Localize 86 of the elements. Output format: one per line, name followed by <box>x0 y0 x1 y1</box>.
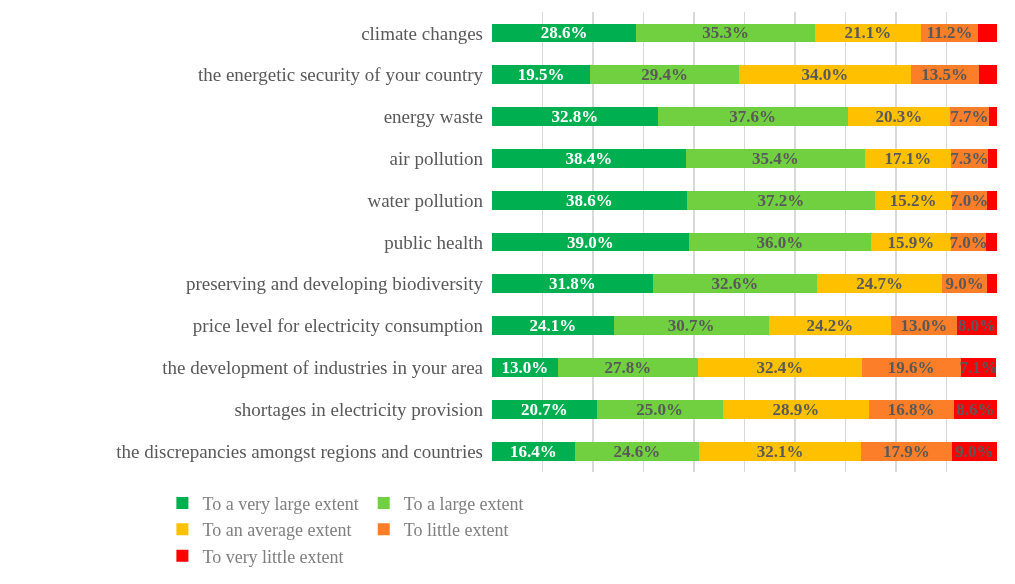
bar <box>492 274 653 294</box>
data-label: 19.5% <box>517 65 565 85</box>
data-label: 36.0% <box>756 232 804 252</box>
legend-label: To little extent <box>403 520 509 541</box>
data-label: 24.1% <box>529 316 577 336</box>
data-label: 16.8% <box>887 399 935 419</box>
data-label: 25.0% <box>636 399 684 419</box>
legend-label: To an average extent <box>202 520 352 541</box>
bar <box>613 316 769 336</box>
y-tick-label: the energetic security of your country <box>197 64 484 86</box>
y-tick-label: water pollution <box>367 189 484 211</box>
data-label: 20.7% <box>520 399 568 419</box>
data-label: 20.3% <box>875 107 923 127</box>
data-label: 8.0% <box>957 316 996 336</box>
bar <box>492 190 687 210</box>
data-label: 11.2% <box>926 23 973 43</box>
bar <box>817 274 942 294</box>
y-tick-label: price level for electricity consumption <box>192 315 484 337</box>
data-label: 35.3% <box>702 23 749 43</box>
data-label: 32.6% <box>711 274 759 294</box>
y-tick-label: public health <box>384 231 484 253</box>
data-label: 13.5% <box>921 65 969 85</box>
data-label: 7.0% <box>949 232 988 252</box>
y-tick-label: energy waste <box>383 106 483 128</box>
bar <box>492 148 686 168</box>
bar <box>987 148 997 168</box>
data-label: 35.4% <box>751 148 799 168</box>
data-label: 29.4% <box>641 65 689 85</box>
data-label: 37.6% <box>729 107 776 127</box>
bar <box>986 232 997 252</box>
data-label: 30.7% <box>667 316 715 336</box>
data-label: 15.9% <box>887 232 935 252</box>
data-label: 8.6% <box>956 399 995 419</box>
data-label: 37.2% <box>757 190 805 210</box>
data-label: 15.2% <box>889 190 937 210</box>
data-label: 32.4% <box>756 357 804 377</box>
data-label: 17.9% <box>882 441 930 461</box>
data-label: 31.8% <box>548 274 596 294</box>
data-label: 39.0% <box>567 232 614 252</box>
data-label: 28.6% <box>540 23 588 43</box>
bar <box>652 274 818 294</box>
data-label: 13.0% <box>501 357 549 377</box>
legend-label: To a very large extent <box>202 493 359 514</box>
y-tick-label: air pollution <box>389 148 484 170</box>
y-tick-label: shortages in electricity provision <box>234 398 484 420</box>
bar <box>977 23 997 43</box>
legend-label: To a large extent <box>403 493 524 514</box>
y-tick-label: the development of industries in your area <box>162 357 484 379</box>
y-tick-label: the discrepancies amongst regions and countries <box>116 440 483 462</box>
data-label: 13.0% <box>900 316 948 336</box>
bar <box>492 107 658 126</box>
bar <box>685 148 865 168</box>
data-label: 28.9% <box>772 399 820 419</box>
data-label: 34.0% <box>801 65 849 85</box>
data-label: 9.0% <box>945 274 984 294</box>
data-label: 27.8% <box>604 357 652 377</box>
data-label: 24.2% <box>806 316 854 336</box>
data-label: 32.8% <box>551 107 599 127</box>
data-label: 7.0% <box>950 190 989 210</box>
data-label: 38.4% <box>565 148 613 168</box>
data-label: 7.3% <box>950 148 989 168</box>
bar <box>986 190 997 210</box>
data-label: 24.6% <box>613 441 661 461</box>
data-label: 24.7% <box>856 274 903 294</box>
data-label: 7.7% <box>950 107 989 127</box>
bar <box>590 65 739 85</box>
bar <box>686 190 875 210</box>
bar <box>978 65 997 85</box>
bar <box>738 65 911 85</box>
data-label: 32.1% <box>756 441 804 461</box>
bar <box>722 399 869 419</box>
data-label: 9.0% <box>955 441 994 461</box>
bar <box>557 358 699 377</box>
legend-label: To very little extent <box>202 546 344 567</box>
bar <box>698 358 862 377</box>
data-label: 16.4% <box>510 441 557 461</box>
bar <box>699 441 862 461</box>
data-label: 38.6% <box>566 190 613 210</box>
data-label: 21.1% <box>844 23 892 43</box>
data-label: 17.1% <box>884 148 932 168</box>
y-tick-label: preserving and developing biodiversity <box>185 273 484 295</box>
bar <box>988 107 997 126</box>
bar <box>987 274 997 294</box>
bar <box>657 107 848 126</box>
data-label: 19.6% <box>887 357 935 377</box>
y-tick-label: climate changes <box>361 22 483 44</box>
